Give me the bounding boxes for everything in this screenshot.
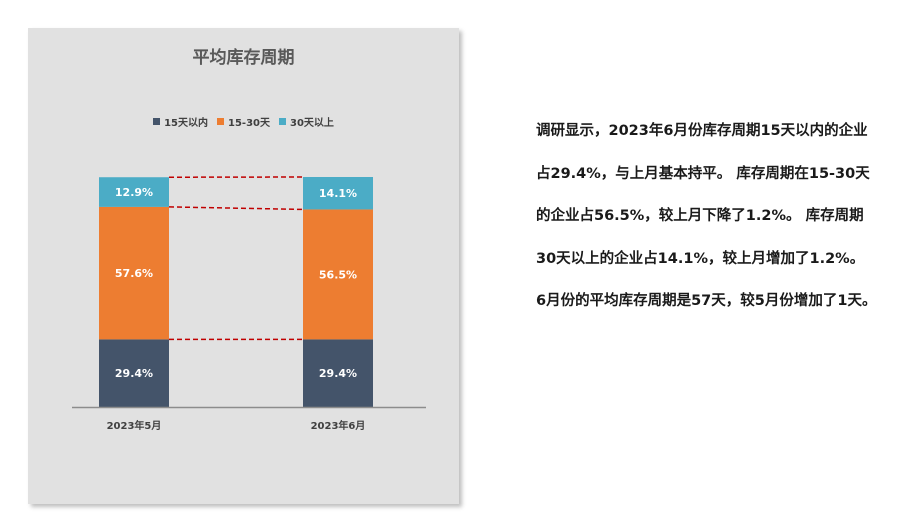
category-label: 2023年5月 [107,419,162,432]
bar-segment [303,209,373,340]
legend-swatch-30-plus-days [278,118,286,125]
series-line [168,206,304,211]
category-label: 2023年6月 [311,419,366,432]
legend-label-30-plus-days: 30天以上 [289,118,334,129]
description-line: 6月份的平均库存周期是57天，较5月份增加了1天。 [536,293,877,309]
data-label: 56.5% [319,268,357,281]
chart-panel: 平均库存周期 15天以内 15-30天 30天以上 29.4% 57.6% 12.9… [28,28,459,504]
data-label: 12.9% [115,186,153,199]
legend-item-15-30-days: 15-30天 [217,114,270,129]
description-line: 占29.4%，与上月基本持平。 库存周期在15-30天 [536,165,870,182]
legend-item-30-plus-days: 30天以上 [278,114,334,129]
legend-item-15-days: 15天以内 [153,114,208,129]
description-text: 调研显示，2023年6月份库存周期15天以内的企业 占29.4%，与上月基本持平… [536,110,906,323]
data-label: 29.4% [319,367,357,380]
chart-legend: 15天以内 15-30天 30天以上 [28,114,459,129]
legend-label-15-days: 15天以内 [164,118,208,129]
bar-segment [303,177,373,210]
bar-segment [99,177,169,207]
legend-swatch-15-30-days [217,118,224,125]
bar-segment [99,339,169,407]
bar-segment [303,339,373,407]
chart-title: 平均库存周期 [192,48,295,68]
bar-segment [99,206,169,340]
data-label: 29.4% [115,367,153,380]
legend-label-15-30-days: 15-30天 [228,118,270,129]
stacked-bar-plot: 29.4% 57.6% 12.9% 2023年5月 29.4% 56.5% 14.1% 202… [72,176,426,432]
legend-swatch-15-days [153,118,161,125]
data-label: 57.6% [115,267,153,280]
description-line: 调研显示，2023年6月份库存周期15天以内的企业 [536,123,868,139]
description-line: 30天以上的企业占14.1%，较上月增加了1.2%。 [536,250,865,267]
data-label: 14.1% [319,187,357,200]
description-line: 的企业占56.5%，较上月下降了1.2%。 库存周期 [536,208,864,224]
